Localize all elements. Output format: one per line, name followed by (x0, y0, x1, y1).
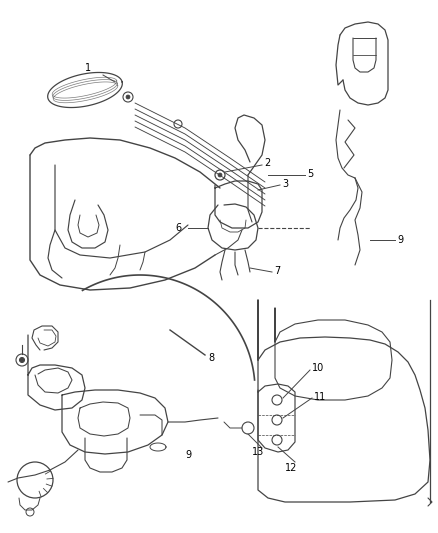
Text: 11: 11 (314, 392, 326, 402)
Text: 6: 6 (176, 223, 182, 233)
Text: 3: 3 (282, 179, 288, 189)
Text: 7: 7 (274, 266, 280, 276)
Text: 1: 1 (85, 63, 91, 73)
Text: 2: 2 (264, 158, 270, 168)
Text: 10: 10 (312, 363, 324, 373)
Circle shape (218, 173, 222, 177)
Circle shape (20, 358, 25, 362)
Text: 8: 8 (208, 353, 214, 363)
Text: 9: 9 (185, 450, 191, 460)
Circle shape (126, 95, 130, 99)
Text: 9: 9 (397, 235, 403, 245)
Text: 5: 5 (307, 169, 313, 179)
Text: 12: 12 (285, 463, 297, 473)
Text: 13: 13 (252, 447, 264, 457)
